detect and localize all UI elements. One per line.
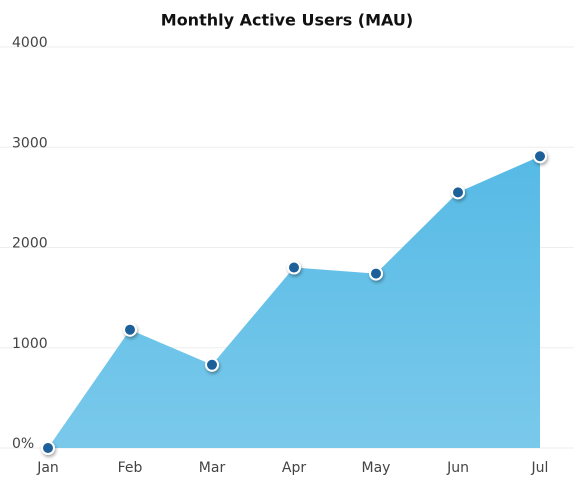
- area: [48, 156, 540, 448]
- marker: [123, 322, 137, 337]
- y-tick-label: 4000: [12, 35, 48, 51]
- y-tick-label: 3000: [12, 135, 48, 151]
- y-tick-label: 2000: [12, 236, 48, 252]
- marker: [451, 185, 465, 200]
- x-tick-label: Jan: [36, 460, 59, 476]
- marker: [287, 260, 301, 275]
- marker: [533, 149, 547, 164]
- marker: [205, 357, 219, 372]
- x-tick-label: Jul: [531, 460, 549, 476]
- x-tick-label: Jun: [446, 460, 469, 476]
- y-tick-label: 0%: [12, 436, 34, 452]
- y-tick-label: 1000: [12, 336, 48, 352]
- x-tick-label: May: [362, 460, 391, 476]
- x-tick-label: Feb: [118, 460, 143, 476]
- marker: [369, 266, 383, 281]
- marker: [41, 441, 55, 455]
- x-tick-label: Mar: [199, 460, 226, 476]
- x-tick-label: Apr: [282, 460, 306, 476]
- chart-title: Monthly Active Users (MAU): [161, 11, 413, 30]
